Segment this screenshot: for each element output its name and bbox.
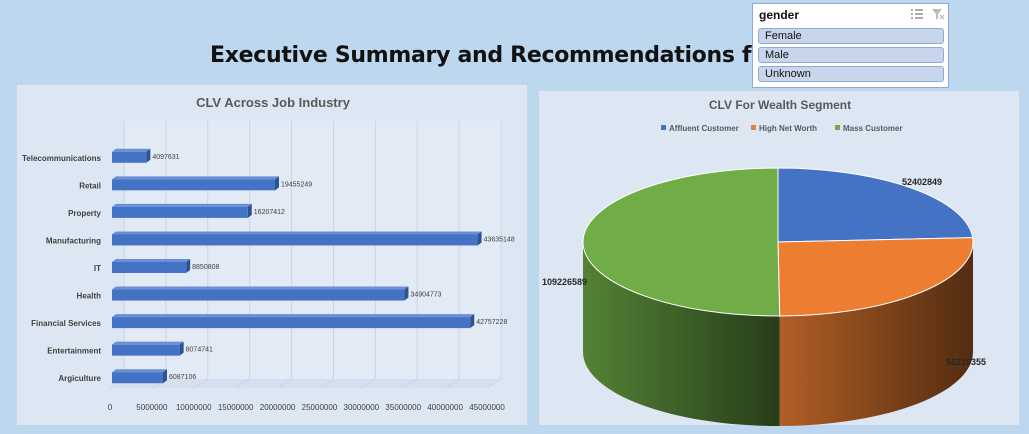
bar-chart: CLV Across Job Industry 0 5000000 10000000 1… [22, 95, 515, 412]
multi-select-icon[interactable] [911, 9, 923, 19]
pie-slice-side [779, 242, 973, 426]
legend-label: Mass Customer [843, 124, 903, 133]
bar-side [146, 148, 151, 163]
category-label: Argiculture [58, 374, 101, 383]
data-label: 109226589 [542, 277, 587, 287]
bar[interactable] [112, 234, 478, 246]
bar[interactable] [112, 372, 163, 384]
gridline-floor [193, 378, 209, 389]
pie-slice[interactable] [777, 237, 974, 317]
bar[interactable] [112, 206, 248, 218]
gridline-floor [277, 378, 292, 389]
bar-side [179, 341, 184, 356]
bar-side [404, 286, 409, 301]
x-tick-label: 25000000 [302, 403, 338, 412]
slicer-item-female[interactable]: Female [758, 28, 944, 44]
data-label: 34904773 [410, 292, 441, 299]
plot-back-wall [124, 121, 501, 379]
category-label: Manufacturing [46, 236, 101, 245]
bar-chart-panel[interactable]: CLV Across Job Industry 0 5000000 10000000 1… [16, 84, 528, 426]
plot-floor [110, 379, 501, 388]
bar-side [186, 259, 191, 273]
pie-chart: CLV For Wealth Segment Affluent Customer H… [542, 98, 986, 426]
data-label: 16207412 [254, 209, 285, 216]
slicer-header: gender [759, 8, 800, 22]
bar-top [112, 231, 482, 235]
bar[interactable] [112, 179, 275, 191]
bar[interactable] [112, 317, 471, 329]
category-label: IT [94, 264, 101, 273]
clear-filter-icon[interactable] [932, 9, 944, 20]
pie-chart-panel[interactable]: CLV For Wealth Segment Affluent Customer H… [538, 90, 1020, 426]
data-label: 19455249 [281, 181, 312, 188]
x-tick-label: 40000000 [427, 403, 463, 412]
chart-title: CLV For Wealth Segment [709, 98, 851, 112]
category-label: Entertainment [47, 347, 101, 356]
gridline-floor [402, 378, 418, 389]
bar-top [112, 176, 279, 180]
bar-side [477, 231, 482, 246]
data-label: 8074741 [186, 347, 213, 354]
legend-swatch [751, 125, 756, 130]
legend-label: High Net Worth [759, 124, 817, 133]
x-tick-label: 10000000 [176, 403, 212, 412]
data-label: 52402849 [902, 177, 942, 187]
category-label: Property [68, 209, 101, 218]
bar[interactable] [112, 344, 180, 356]
bar-top [112, 148, 151, 152]
slicer-item-unknown[interactable]: Unknown [758, 66, 944, 82]
legend-swatch [835, 125, 840, 130]
category-label: Telecommunications [22, 154, 102, 163]
gridline-floor [361, 378, 376, 389]
bar-top [112, 259, 191, 262]
bar-side [247, 203, 252, 218]
category-label: Financial Services [31, 319, 101, 328]
gridline-floor [319, 378, 334, 389]
x-tick-label: 35000000 [385, 403, 421, 412]
legend-swatch [661, 125, 666, 130]
x-tick-label: 5000000 [136, 403, 168, 412]
data-label: 56219355 [946, 357, 986, 367]
x-tick-label: 20000000 [260, 403, 296, 412]
bar-top [112, 369, 167, 373]
category-label: Retail [79, 181, 101, 190]
bar-top [112, 286, 409, 290]
bar-top [112, 314, 475, 318]
gender-slicer: gender Female Male Unknown [752, 3, 949, 88]
pie-slice[interactable] [582, 167, 781, 317]
data-label: 8850808 [192, 264, 219, 271]
data-label: 42757228 [476, 319, 507, 326]
chart-title: CLV Across Job Industry [196, 95, 351, 110]
gridline-floor [486, 378, 502, 389]
bar-side [470, 314, 475, 329]
gridline-floor [235, 378, 250, 389]
bar[interactable] [112, 289, 405, 301]
bar-top [112, 341, 184, 345]
pie-slice-side [583, 242, 780, 426]
page-title: Executive Summary and Recommendations fo… [210, 43, 828, 68]
x-tick-label: 15000000 [218, 403, 254, 412]
slicer-item-male[interactable]: Male [758, 47, 944, 63]
data-label: 43635148 [484, 236, 515, 243]
x-tick-label: 30000000 [344, 403, 380, 412]
bar[interactable] [112, 151, 147, 163]
pie-slice[interactable] [777, 167, 974, 243]
bar-side [274, 176, 279, 191]
category-label: Health [77, 292, 102, 301]
bar[interactable] [112, 262, 187, 273]
bar-side [162, 369, 167, 384]
legend-label: Affluent Customer [669, 124, 739, 133]
x-tick-label: 45000000 [469, 403, 505, 412]
x-tick-label: 0 [108, 403, 113, 412]
data-label: 6087106 [169, 374, 196, 381]
bar-top [112, 203, 252, 207]
gridline-floor [444, 378, 460, 389]
data-label: 4097631 [152, 154, 179, 161]
